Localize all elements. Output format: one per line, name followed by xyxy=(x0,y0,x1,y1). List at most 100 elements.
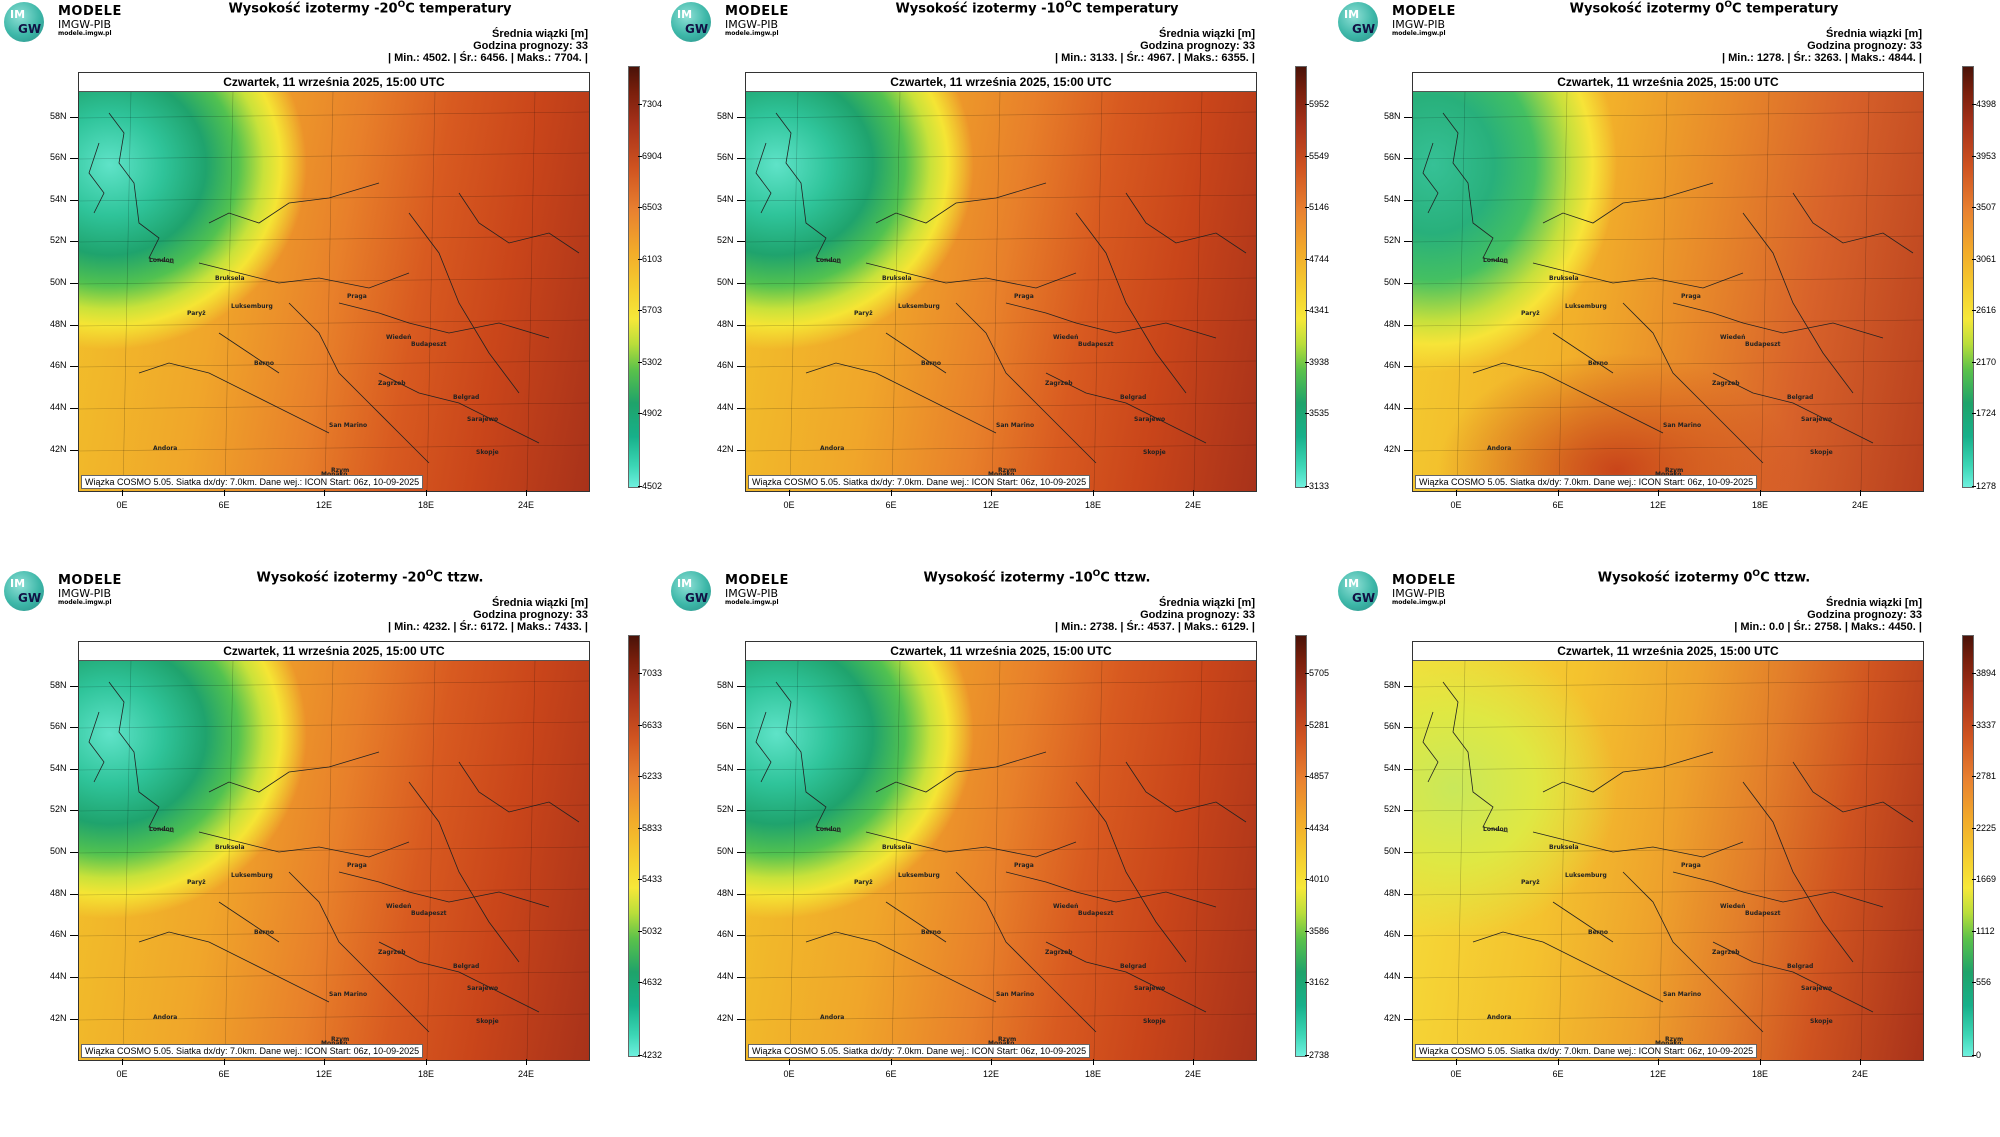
graticule-lon xyxy=(1760,659,1770,1060)
colorbar-label: 4232 xyxy=(642,1050,663,1060)
colorbar-tick xyxy=(1305,413,1309,414)
graticule-lon xyxy=(526,659,536,1060)
border-line xyxy=(88,142,105,214)
logo-brand-line1: MODELE xyxy=(58,573,122,588)
city-label: Sarajewo xyxy=(1134,985,1166,992)
forecast-date: Czwartek, 11 września 2025, 15:00 UTC xyxy=(79,642,589,661)
model-footer: Wiązka COSMO 5.05. Siatka dx/dy: 7.0km. … xyxy=(748,1044,1091,1058)
graticule-lat xyxy=(79,929,589,937)
graticule-lon xyxy=(789,90,799,491)
border-line xyxy=(955,302,1097,464)
border-line xyxy=(378,372,540,444)
lat-tick xyxy=(737,283,745,284)
info-ensemble-mean: Średnia wiązki [m] xyxy=(1826,597,1922,609)
lat-label: 58N xyxy=(1384,680,1401,690)
graticule-lon xyxy=(1093,659,1103,1060)
graticule-lat xyxy=(1413,402,1923,410)
border-line xyxy=(1045,372,1207,444)
model-footer: Wiązka COSMO 5.05. Siatka dx/dy: 7.0km. … xyxy=(81,475,424,489)
map-area[interactable]: London Bruksela Paryż Luksemburg Praga Wiedeń… xyxy=(745,641,1257,1061)
border-line xyxy=(208,751,380,793)
lat-label: 44N xyxy=(717,971,734,981)
city-label: Luksemburg xyxy=(1565,303,1607,310)
lat-label: 56N xyxy=(717,721,734,731)
colorbar-tick xyxy=(638,486,642,487)
colorbar-label: 3337 xyxy=(1976,719,1997,730)
lon-label: 12E xyxy=(1649,500,1667,510)
border-line xyxy=(885,332,947,374)
colorbar-tick xyxy=(1305,258,1309,260)
border-line xyxy=(338,302,550,339)
logo-im-text: IM xyxy=(1344,577,1360,590)
lat-label: 52N xyxy=(717,235,734,245)
city-label: Rzym xyxy=(998,467,1017,474)
lat-tick xyxy=(737,366,745,367)
colorbar-tick xyxy=(638,879,642,880)
colorbar-tick xyxy=(1305,104,1309,105)
graticule-lat xyxy=(1413,444,1923,452)
border-line xyxy=(208,182,380,224)
city-label: Luksemburg xyxy=(898,872,940,879)
lon-label: 12E xyxy=(982,500,1000,510)
colorbar-tick xyxy=(1305,155,1309,157)
graticule-lat xyxy=(1413,888,1923,896)
colorbar-label: 6233 xyxy=(642,771,663,781)
city-label: Luksemburg xyxy=(1565,872,1607,879)
map-area[interactable]: London Bruksela Paryż Luksemburg Praga Wiedeń… xyxy=(1412,72,1924,492)
lat-label: 54N xyxy=(1384,763,1401,773)
graticule-lat xyxy=(746,277,1256,285)
city-label: Bruksela xyxy=(882,275,912,282)
city-label: Praga xyxy=(1681,293,1701,300)
map-area[interactable]: London Bruksela Paryż Luksemburg Praga Wiedeń… xyxy=(745,72,1257,492)
colorbar-tick xyxy=(638,982,642,983)
map-area[interactable]: London Bruksela Paryż Luksemburg Praga Wiedeń… xyxy=(78,72,590,492)
city-label: Monako xyxy=(321,471,347,478)
colorbar-label: 2616 xyxy=(1976,305,1997,315)
border-line xyxy=(408,212,520,394)
border-line xyxy=(1532,262,1744,289)
lon-label: 18E xyxy=(1084,1069,1102,1079)
lon-tick xyxy=(991,1059,992,1065)
country-borders xyxy=(1413,659,1923,1060)
graticule-lat xyxy=(1413,763,1923,771)
graticule-lat xyxy=(746,721,1256,729)
city-label: Praga xyxy=(347,293,367,300)
lat-tick xyxy=(737,450,745,451)
colorbar-label: 1278 xyxy=(1976,481,1997,491)
lat-tick xyxy=(1404,158,1412,159)
map-area[interactable]: London Bruksela Paryż Luksemburg Praga Wiedeń… xyxy=(78,641,590,1061)
lat-tick xyxy=(1404,810,1412,811)
colorbar-tick xyxy=(638,258,642,260)
graticule-lat xyxy=(79,152,589,160)
logo-brand-url: modele.imgw.pl xyxy=(725,30,779,37)
city-label: Paryż xyxy=(187,310,206,317)
colorbar-label: 3938 xyxy=(1309,356,1330,367)
lat-tick xyxy=(1404,200,1412,201)
lon-label: 24E xyxy=(1851,500,1869,510)
lon-tick xyxy=(1093,1059,1094,1065)
border-line xyxy=(1005,302,1217,339)
lon-tick xyxy=(122,1059,123,1065)
border-line xyxy=(108,681,175,833)
city-label: Belgrad xyxy=(1787,394,1814,401)
lon-tick xyxy=(1860,1059,1861,1065)
colorbar-tick xyxy=(638,673,642,674)
city-label: Paryż xyxy=(854,879,873,886)
lon-tick xyxy=(324,1059,325,1065)
border-line xyxy=(198,262,410,289)
lat-label: 48N xyxy=(717,888,734,898)
lon-tick xyxy=(1193,490,1194,496)
imgw-logo: IM GW MODELE IMGW-PIB modele.imgw.pl xyxy=(4,571,154,615)
colorbar-label: 7033 xyxy=(642,668,663,678)
border-line xyxy=(1472,362,1664,434)
city-label: Wiedeń xyxy=(386,903,412,910)
city-label: Andora xyxy=(153,1014,178,1021)
colorbar-tick xyxy=(1972,724,1976,726)
logo-brand-line1: MODELE xyxy=(725,573,789,588)
border-line xyxy=(408,781,520,963)
map-area[interactable]: London Bruksela Paryż Luksemburg Praga Wiedeń… xyxy=(1412,641,1924,1061)
colorbar-label: 6103 xyxy=(642,253,663,264)
lat-tick xyxy=(70,408,78,409)
graticule-lat xyxy=(79,319,589,327)
colorbar-tick xyxy=(638,724,642,726)
